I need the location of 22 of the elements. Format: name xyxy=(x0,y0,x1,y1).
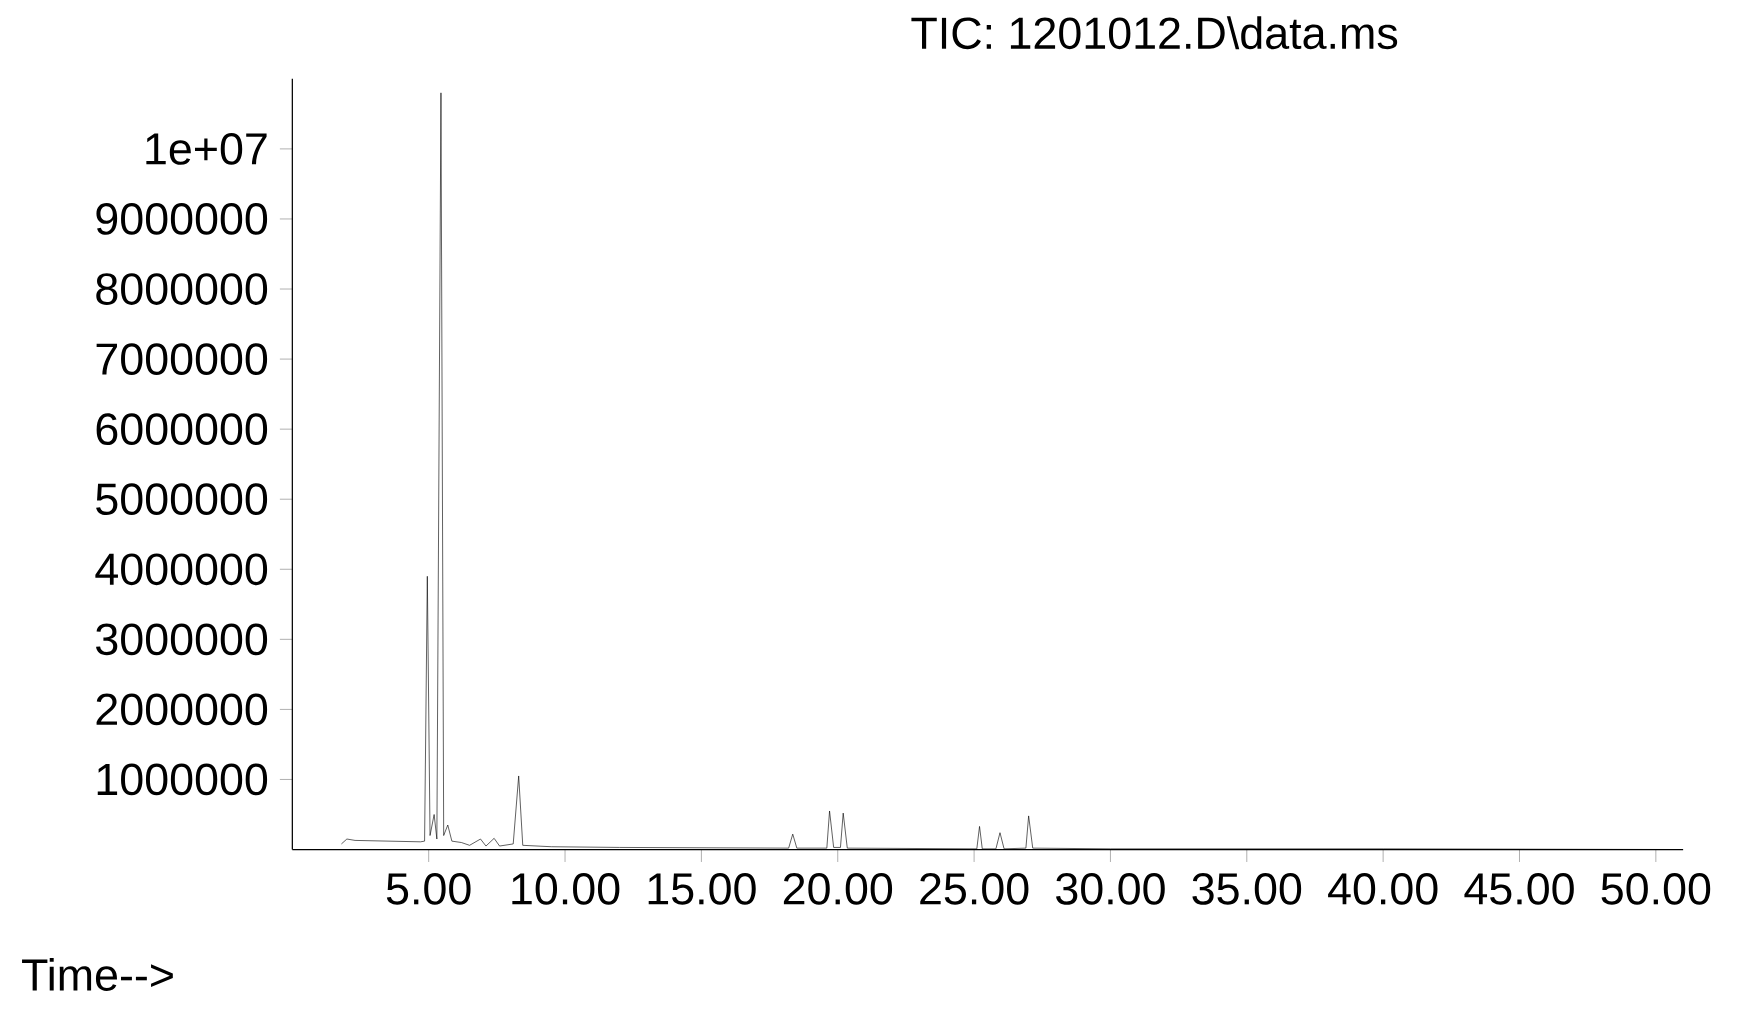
x-tick-label: 40.00 xyxy=(1328,873,1438,905)
chart-title: TIC: 1201012.D\data.ms xyxy=(911,16,1398,50)
x-tick-label: 25.00 xyxy=(920,873,1029,905)
y-tick-label: 5000000 xyxy=(96,483,268,516)
y-tick-label: 6000000 xyxy=(96,413,268,446)
x-tick-label: 50.00 xyxy=(1601,873,1711,905)
x-tick-label: 45.00 xyxy=(1464,873,1574,905)
x-tick-label: 30.00 xyxy=(1056,873,1165,905)
y-tick-label: 3000000 xyxy=(96,623,268,656)
x-tick-label: 20.00 xyxy=(783,873,893,905)
y-tick-label: 1e+07 xyxy=(146,133,267,165)
y-tick-label: 4000000 xyxy=(95,553,268,586)
y-tick-label: 2000000 xyxy=(96,693,268,726)
x-tick-label: 35.00 xyxy=(1192,873,1302,905)
x-tick-label: 5.00 xyxy=(386,873,471,905)
y-tick-label: 1000000 xyxy=(97,763,268,796)
x-tick-label: 10.00 xyxy=(512,873,620,905)
y-tick-label: 9000000 xyxy=(96,203,268,235)
x-tick-label: 15.00 xyxy=(648,873,756,905)
y-tick-label: 7000000 xyxy=(96,343,268,376)
x-axis-title: Time--> xyxy=(22,958,173,991)
y-tick-label: 8000000 xyxy=(96,273,268,305)
